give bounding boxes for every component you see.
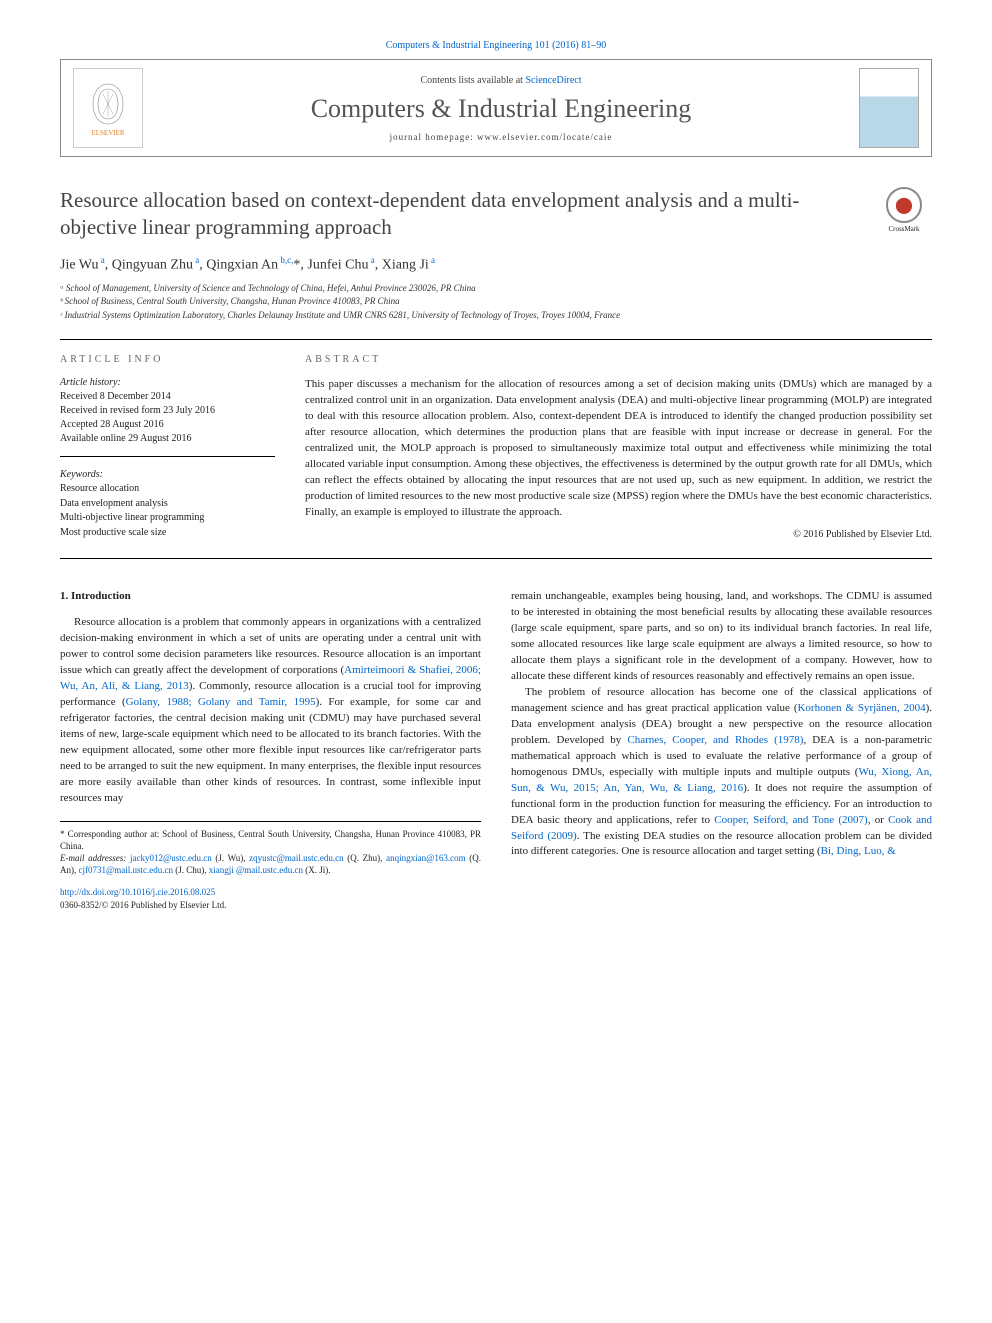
author-affil-sup: a [429, 255, 435, 265]
footer-block: * Corresponding author at: School of Bus… [60, 821, 481, 877]
contents-prefix: Contents lists available at [420, 75, 525, 86]
history-line: Received in revised form 23 July 2016 [60, 404, 275, 418]
history-block: Received 8 December 2014 Received in rev… [60, 390, 275, 457]
top-citation: Computers & Industrial Engineering 101 (… [60, 40, 932, 51]
body-col-right: remain unchangeable, examples being hous… [511, 589, 932, 912]
homepage-label: journal homepage: [390, 132, 477, 142]
keyword: Data envelopment analysis [60, 497, 275, 512]
abstract-copyright: © 2016 Published by Elsevier Ltd. [305, 529, 932, 540]
body-paragraph: The problem of resource allocation has b… [511, 685, 932, 860]
corresponding-author-note: * Corresponding author at: School of Bus… [60, 828, 481, 852]
elsevier-logo: ELSEVIER [73, 68, 143, 148]
citation-link[interactable]: Wu, Xiong, An, Sun, & Wu, 2015; An, Yan,… [511, 766, 932, 794]
abstract-text: This paper discusses a mechanism for the… [305, 377, 932, 520]
crossmark-icon: ⬤ [886, 187, 922, 223]
keyword: Multi-objective linear programming [60, 511, 275, 526]
affiliation: ᵃ School of Management, University of Sc… [60, 282, 932, 295]
history-line: Accepted 28 August 2016 [60, 418, 275, 432]
citation-link[interactable]: Korhonen & Syrjänen, 2004 [797, 702, 925, 714]
issn-copyright: 0360-8352/© 2016 Published by Elsevier L… [60, 900, 226, 910]
header-center: Contents lists available at ScienceDirec… [143, 75, 859, 142]
article-info-block: ARTICLE INFO Article history: Received 8… [60, 354, 275, 540]
keyword: Most productive scale size [60, 526, 275, 541]
author-affil-sup: a [368, 255, 374, 265]
keywords-label: Keywords: [60, 469, 275, 480]
keyword: Resource allocation [60, 482, 275, 497]
abstract-heading: ABSTRACT [305, 354, 932, 365]
contents-line: Contents lists available at ScienceDirec… [143, 75, 859, 86]
crossmark-label: CrossMark [888, 225, 919, 233]
author-affil-sup: b,c, [278, 255, 293, 265]
author-affil-sup: a [193, 255, 199, 265]
homepage-url[interactable]: www.elsevier.com/locate/caie [477, 132, 612, 142]
corresponding-mark: * [293, 258, 300, 273]
citation-link[interactable]: Charnes, Cooper, and Rhodes (1978) [627, 734, 803, 746]
affiliation: ᶜ Industrial Systems Optimization Labora… [60, 309, 932, 322]
author: Qingxian An [206, 258, 278, 273]
citation-link[interactable]: Golany, 1988; Golany and Tamir, 1995 [126, 696, 316, 708]
journal-name: Computers & Industrial Engineering [143, 94, 859, 124]
author: Xiang Ji [382, 258, 429, 273]
section-heading: 1. Introduction [60, 589, 481, 605]
author-affil-sup: a [98, 255, 104, 265]
body-paragraph: remain unchangeable, examples being hous… [511, 589, 932, 685]
author: Junfei Chu [307, 258, 368, 273]
doi-link[interactable]: http://dx.doi.org/10.1016/j.cie.2016.08.… [60, 887, 215, 897]
citation-link[interactable]: Cooper, Seiford, and Tone (2007) [714, 814, 868, 826]
email-link[interactable]: jacky012@ustc.edu.cn [130, 853, 212, 863]
email-link[interactable]: cjf0731@mail.ustc.edu.cn [79, 865, 174, 875]
author: Jie Wu [60, 258, 98, 273]
affiliations: ᵃ School of Management, University of Sc… [60, 282, 932, 322]
history-label: Article history: [60, 377, 275, 388]
body-columns: 1. Introduction Resource allocation is a… [60, 589, 932, 912]
author: Qingyuan Zhu [112, 258, 193, 273]
body-paragraph: Resource allocation is a problem that co… [60, 615, 481, 806]
email-link[interactable]: zqyustc@mail.ustc.edu.cn [249, 853, 344, 863]
body-col-left: 1. Introduction Resource allocation is a… [60, 589, 481, 912]
authors-line: Jie Wu a, Qingyuan Zhu a, Qingxian An b,… [60, 255, 932, 274]
citation-link[interactable]: Bi, Ding, Luo, & [821, 845, 896, 857]
elsevier-text: ELSEVIER [91, 129, 124, 137]
article-title: Resource allocation based on context-dep… [60, 187, 876, 242]
journal-header: ELSEVIER Contents lists available at Sci… [60, 59, 932, 157]
doi-line: http://dx.doi.org/10.1016/j.cie.2016.08.… [60, 886, 481, 912]
crossmark-badge[interactable]: ⬤ CrossMark [876, 187, 932, 243]
journal-cover-thumbnail [859, 68, 919, 148]
email-label: E-mail addresses: [60, 853, 130, 863]
emails-line: E-mail addresses: jacky012@ustc.edu.cn (… [60, 852, 481, 876]
history-line: Received 8 December 2014 [60, 390, 275, 404]
article-info-heading: ARTICLE INFO [60, 354, 275, 365]
abstract-block: ABSTRACT This paper discusses a mechanis… [305, 354, 932, 540]
history-line: Available online 29 August 2016 [60, 432, 275, 446]
homepage-line: journal homepage: www.elsevier.com/locat… [143, 132, 859, 142]
email-link[interactable]: anqingxian@163.com [386, 853, 466, 863]
sciencedirect-link[interactable]: ScienceDirect [525, 75, 581, 86]
keywords-block: Resource allocation Data envelopment ana… [60, 482, 275, 540]
affiliation: ᵇ School of Business, Central South Univ… [60, 295, 932, 308]
email-link[interactable]: xiangji @mail.ustc.edu.cn [209, 865, 303, 875]
citation-link[interactable]: Amirteimoori & Shafiei, 2006; Wu, An, Al… [60, 664, 481, 692]
